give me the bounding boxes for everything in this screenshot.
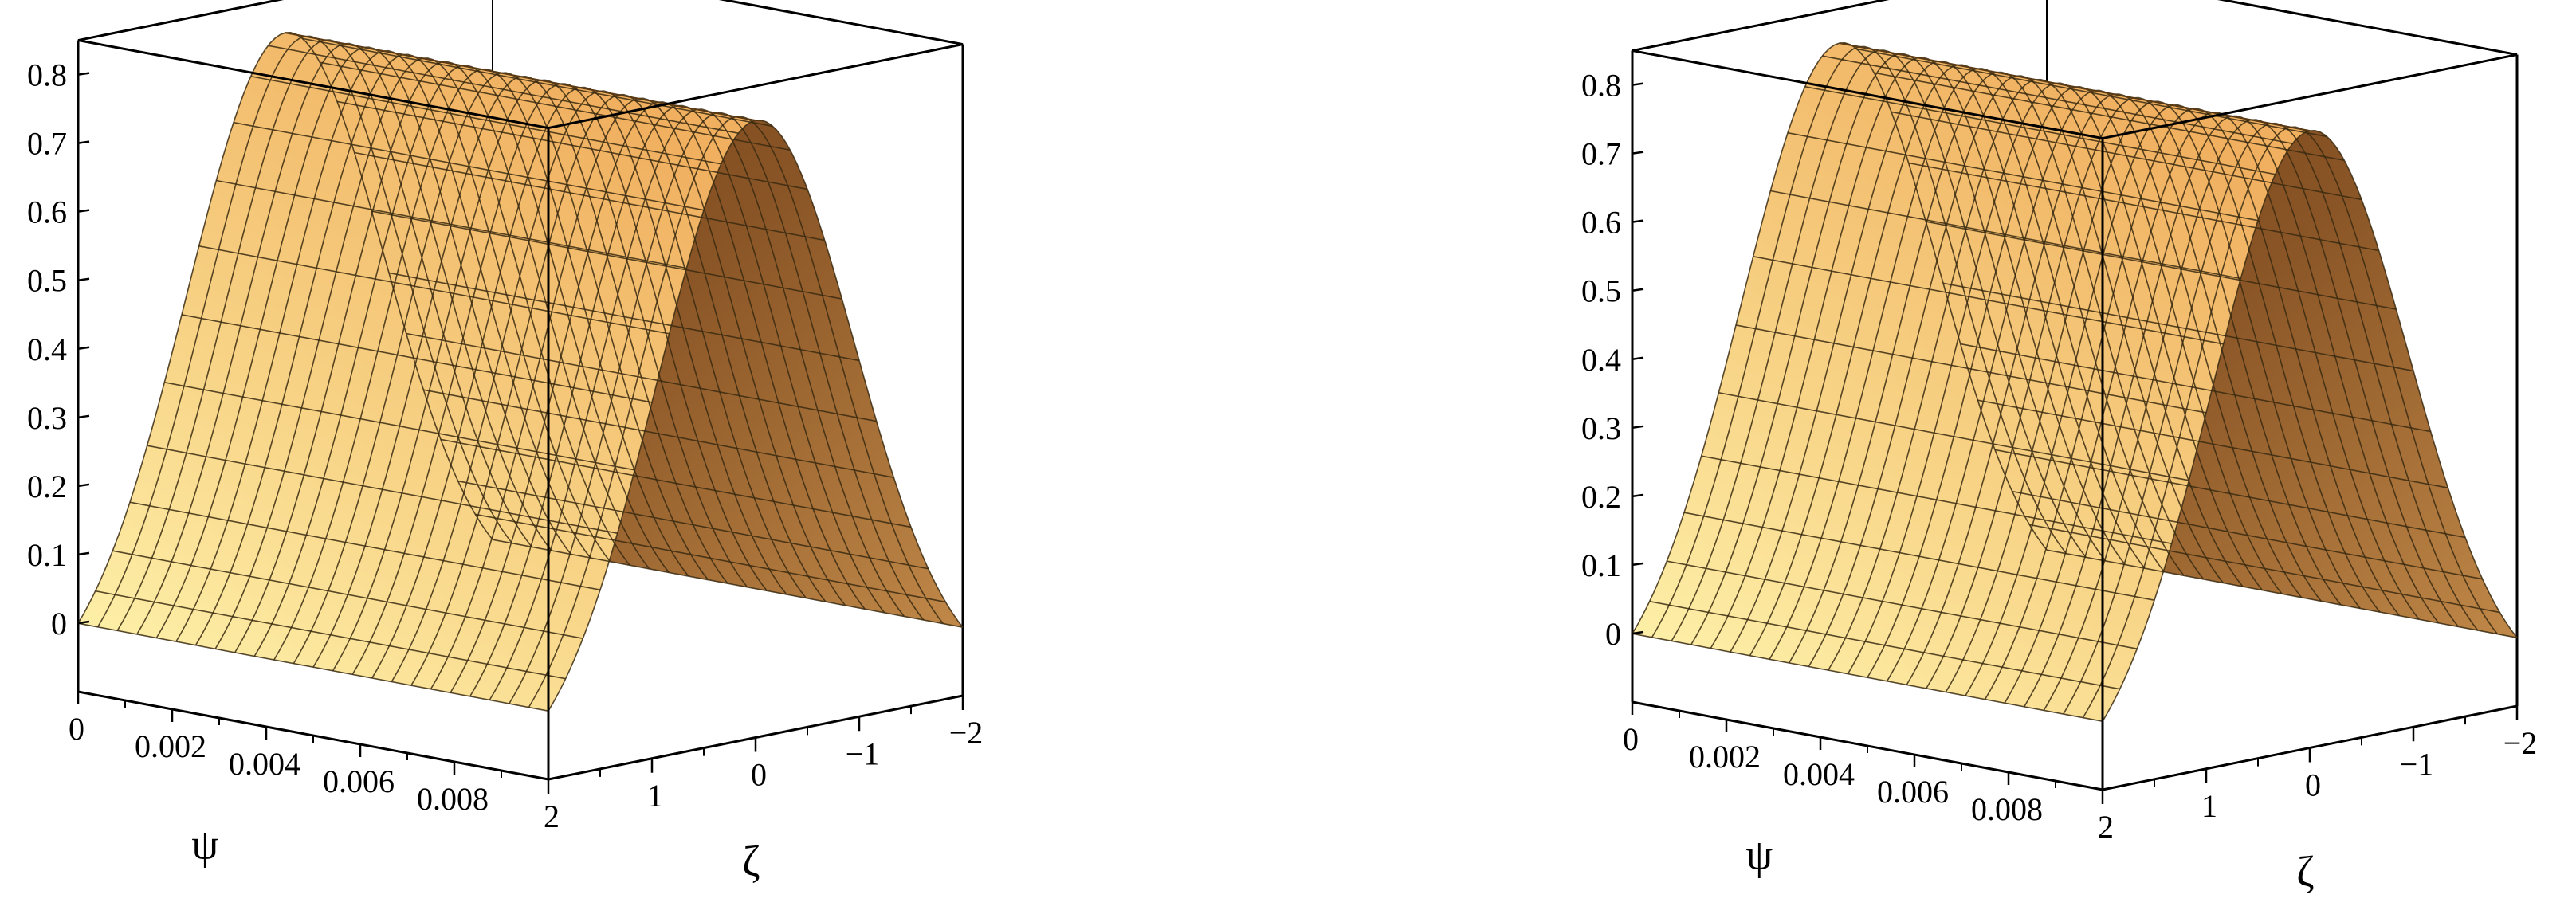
z-axis: 0 0.1 0.2 0.3 0.4 0.5 0.6 0.7 0.8 (27, 57, 90, 641)
zeta-tick-label: 0 (2305, 767, 2321, 803)
psi-tick-label: 0 (69, 711, 84, 747)
psi-tick-label: 0.004 (229, 746, 300, 782)
zeta-axis: 2 1 0 −1 −2 ζ (2098, 706, 2537, 896)
psi-tick-label: 0.002 (1689, 739, 1761, 775)
psi-tick-label: 0.008 (417, 781, 489, 817)
z-tick (1632, 151, 1644, 155)
z-tick (77, 414, 90, 419)
z-tick (77, 620, 90, 625)
zeta-tick-label: −2 (2503, 725, 2538, 761)
surface-near-slope (1632, 43, 2310, 722)
z-tick-label: 0.6 (27, 194, 67, 230)
z-axis: 0 0.1 0.2 0.3 0.4 0.5 0.6 0.7 0.8 (1581, 68, 1644, 652)
z-tick-label: 0.1 (27, 537, 67, 573)
z-tick-label: 0.8 (27, 57, 67, 93)
zeta-tick-label: 0 (751, 757, 767, 793)
zeta-tick-label: 1 (2201, 788, 2217, 824)
plot-box (77, 0, 964, 696)
psi-tick-label: 0.002 (135, 728, 206, 764)
z-tick-label: 0.5 (27, 263, 67, 299)
zeta-axis: 2 1 0 −1 −2 ζ (544, 696, 983, 885)
surface (1632, 41, 2518, 722)
surface (77, 31, 964, 712)
z-tick-label: 0.5 (1581, 273, 1621, 309)
z-tick-label: 0.8 (1581, 68, 1621, 104)
psi-tick-label: 0.004 (1783, 756, 1855, 792)
zeta-tick-label: 1 (647, 778, 663, 814)
z-tick (1632, 219, 1644, 223)
zeta-tick-label: 2 (2098, 809, 2114, 845)
z-tick-label: 0.7 (27, 126, 67, 162)
psi-tick-label: 0.008 (1971, 791, 2043, 827)
zeta-axis-title: ζ (742, 838, 760, 885)
z-tick (77, 551, 90, 556)
psi-tick-label: 0.006 (323, 763, 395, 799)
z-tick (1632, 288, 1644, 292)
z-tick (1632, 356, 1644, 361)
surface-near-slope (78, 33, 756, 712)
psi-axis: 0 0.002 0.004 0.006 0.008 ψ (69, 692, 502, 869)
plot-right: 0 0.1 0.2 0.3 0.4 0.5 0.6 0.7 0.8 0 0.002 0.004 0.00… (1581, 0, 2537, 896)
z-tick (1632, 562, 1644, 567)
z-tick-label: 0.4 (27, 332, 67, 367)
z-tick (77, 209, 90, 213)
z-tick-label: 0.3 (27, 400, 67, 436)
z-tick (77, 277, 90, 281)
plot-left: 0 0.1 0.2 0.3 0.4 0.5 0.6 0.7 0.8 0 0.002 0.004 0.00… (27, 0, 983, 885)
zeta-tick-label: −2 (949, 715, 984, 751)
zeta-tick-label: 2 (544, 798, 560, 834)
psi-axis: 0 0.002 0.004 0.006 0.008 ψ (1623, 702, 2056, 879)
z-tick (77, 346, 90, 351)
z-tick (77, 72, 90, 76)
z-tick-label: 0.6 (1581, 205, 1621, 241)
z-tick-label: 0.4 (1581, 342, 1621, 378)
psi-axis-title: ψ (1745, 831, 1773, 879)
z-tick-label: 0 (1605, 616, 1621, 652)
z-tick-label: 0.2 (1581, 479, 1621, 515)
z-tick (77, 140, 90, 144)
z-tick-label: 0.2 (27, 469, 67, 504)
z-tick-label: 0.7 (1581, 136, 1621, 172)
z-tick (1632, 82, 1644, 86)
z-tick (77, 483, 90, 488)
zeta-tick-label: −1 (2400, 746, 2434, 782)
z-tick (1632, 425, 1644, 430)
psi-axis-title: ψ (191, 821, 218, 869)
z-tick-label: 0 (51, 606, 67, 641)
psi-tick-label: 0 (1623, 721, 1639, 757)
z-tick (1632, 630, 1644, 635)
psi-tick-label: 0.006 (1877, 774, 1949, 810)
z-tick (1632, 493, 1644, 498)
plot-box-front (77, 39, 964, 781)
zeta-axis-title: ζ (2296, 848, 2314, 896)
z-tick-label: 0.3 (1581, 410, 1621, 446)
z-tick-label: 0.1 (1581, 547, 1621, 583)
zeta-tick-label: −1 (846, 736, 880, 771)
